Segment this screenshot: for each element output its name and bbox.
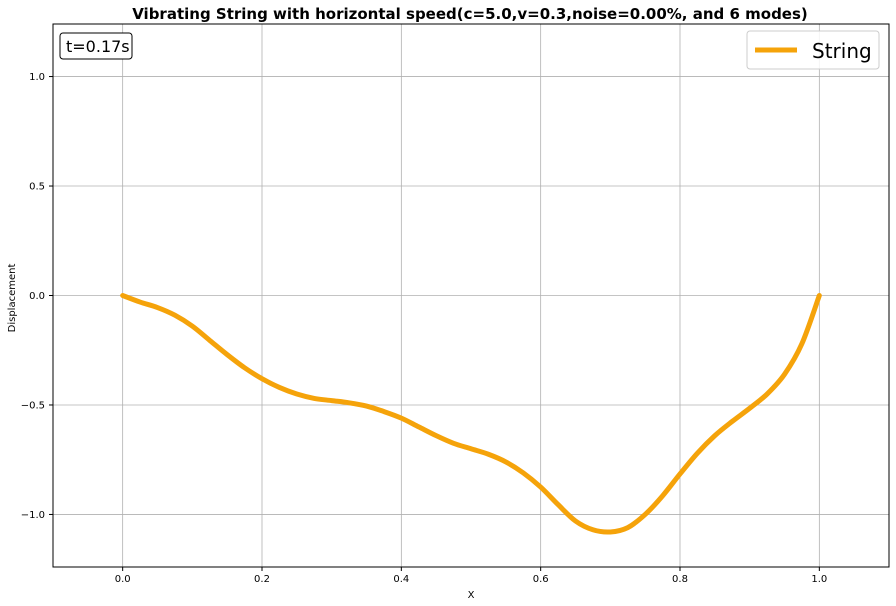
y-axis-label: Displacement — [7, 264, 18, 333]
x-axis-label: X — [468, 590, 475, 601]
grid — [53, 24, 889, 567]
x-tick-label: 1.0 — [811, 574, 827, 585]
series-line-string — [120, 293, 822, 535]
legend: String — [746, 30, 880, 70]
x-tick-label: 0.0 — [115, 574, 131, 585]
x-axis-ticks: 0.0 0.2 0.4 0.6 0.8 1.0 — [115, 567, 827, 585]
x-tick-label: 0.4 — [393, 574, 409, 585]
y-tick-label: 0.5 — [29, 182, 45, 193]
legend-box — [746, 30, 880, 70]
y-tick-label: 1.0 — [29, 72, 45, 83]
y-axis-ticks: 1.0 0.5 0.0 −0.5 −1.0 — [21, 72, 53, 521]
y-tick-label: −0.5 — [21, 400, 45, 411]
x-tick-label: 0.6 — [533, 574, 549, 585]
x-tick-label: 0.2 — [254, 574, 270, 585]
plot-frame — [52, 23, 890, 568]
legend-label-string: String — [812, 39, 872, 63]
time-annotation: t=0.17s — [59, 32, 133, 60]
time-annotation-box — [59, 32, 133, 60]
y-tick-label: 0.0 — [29, 291, 45, 302]
time-annotation-text: t=0.17s — [66, 37, 130, 56]
y-tick-label: −1.0 — [21, 510, 45, 521]
chart-title: Vibrating String with horizontal speed(c… — [132, 5, 808, 23]
x-tick-label: 0.8 — [672, 574, 688, 585]
